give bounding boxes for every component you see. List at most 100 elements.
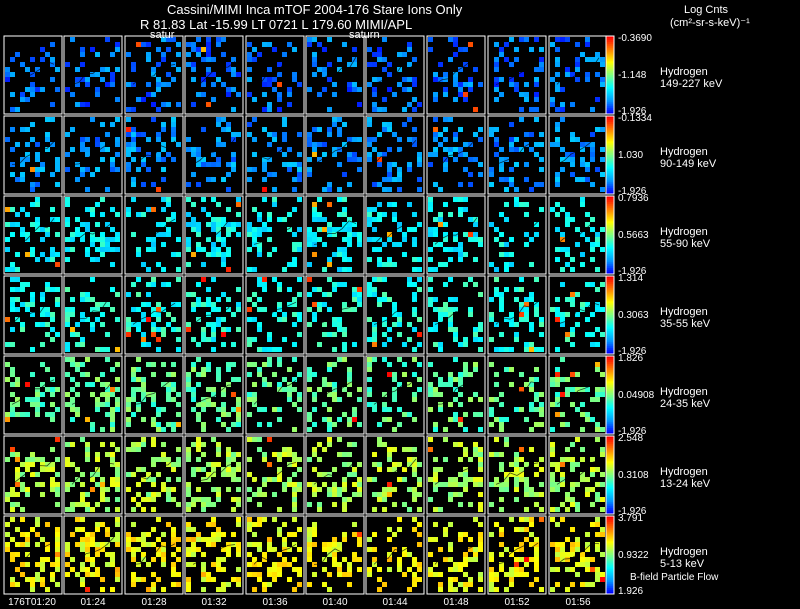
pixel — [267, 382, 272, 387]
pixel — [372, 182, 377, 187]
units-label: Log Cnts — [684, 4, 729, 16]
pixel — [252, 397, 257, 402]
colorbar-step — [606, 125, 614, 129]
pixel — [151, 282, 156, 287]
pixel — [514, 287, 519, 292]
pixel — [478, 137, 483, 142]
pixel — [580, 582, 585, 587]
pixel — [196, 357, 201, 362]
pixel — [95, 257, 100, 262]
pixel — [196, 467, 201, 472]
pixel — [201, 502, 206, 507]
pixel — [478, 292, 483, 297]
pixel — [267, 132, 272, 137]
pixel — [417, 532, 422, 537]
pixel — [595, 397, 600, 402]
pixel — [433, 327, 438, 332]
pixel — [417, 152, 422, 157]
pixel — [312, 492, 317, 497]
pixel — [171, 132, 176, 137]
pixel — [226, 252, 231, 257]
pixel — [196, 302, 201, 307]
pixel — [262, 282, 267, 287]
pixel — [15, 52, 20, 57]
pixel — [397, 407, 402, 412]
pixel — [539, 507, 544, 512]
colorbar-step — [606, 116, 614, 119]
pixel — [95, 377, 100, 382]
pixel — [257, 322, 262, 327]
pixel — [45, 117, 50, 122]
pixel — [332, 552, 337, 557]
pixel — [186, 582, 191, 587]
pixel — [40, 167, 45, 172]
pixel — [297, 487, 302, 492]
pixel — [65, 507, 70, 512]
pixel — [191, 337, 196, 342]
pixel — [499, 507, 504, 512]
pixel — [555, 412, 560, 417]
pixel — [312, 422, 317, 427]
pixel — [595, 387, 600, 392]
pixel — [377, 157, 382, 162]
pixel — [156, 492, 161, 497]
pixel — [377, 162, 382, 167]
energy-label: 149-227 keV — [660, 78, 723, 90]
pixel — [367, 377, 372, 382]
pixel — [458, 567, 463, 572]
pixel — [595, 572, 600, 577]
pixel — [372, 327, 377, 332]
pixel — [267, 102, 272, 107]
pixel — [570, 257, 575, 262]
pixel — [231, 162, 236, 167]
pixel — [600, 187, 605, 192]
pixel — [287, 387, 292, 392]
pixel — [468, 577, 473, 582]
pixel — [131, 367, 136, 372]
colorbar-step — [606, 65, 614, 68]
pixel — [397, 172, 402, 177]
pixel — [100, 197, 105, 202]
pixel — [307, 542, 312, 547]
pixel — [20, 322, 25, 327]
pixel — [277, 317, 282, 322]
pixel — [267, 357, 272, 362]
pixel — [478, 127, 483, 132]
pixel — [478, 467, 483, 472]
pixel — [504, 487, 509, 492]
colorbar-step — [606, 39, 614, 43]
pixel — [575, 542, 580, 547]
pixel — [585, 177, 590, 182]
colorbar-step — [606, 363, 614, 367]
pixel — [402, 87, 407, 92]
colorbar-step — [606, 348, 614, 351]
colorbar-step — [606, 69, 614, 72]
pixel — [407, 42, 412, 47]
pixel — [221, 387, 226, 392]
pixel — [156, 427, 161, 432]
pixel — [105, 247, 110, 252]
pixel — [337, 397, 342, 402]
pixel — [45, 462, 50, 467]
pixel — [560, 107, 565, 112]
pixel — [317, 217, 322, 222]
pixel — [332, 542, 337, 547]
pixel — [590, 557, 595, 562]
pixel — [131, 582, 136, 587]
pixel — [115, 97, 120, 102]
colorbar-step — [606, 51, 614, 55]
colorbar-step — [606, 293, 614, 296]
pixel — [317, 42, 322, 47]
pixel — [448, 307, 453, 312]
pixel — [115, 142, 120, 147]
pixel — [90, 117, 95, 122]
pixel — [186, 372, 191, 377]
pixel — [272, 572, 277, 577]
pixel — [236, 467, 241, 472]
pixel — [337, 57, 342, 62]
pixel — [327, 392, 332, 397]
pixel — [514, 47, 519, 52]
pixel — [252, 232, 257, 237]
pixel — [201, 452, 206, 457]
pixel — [453, 477, 458, 482]
